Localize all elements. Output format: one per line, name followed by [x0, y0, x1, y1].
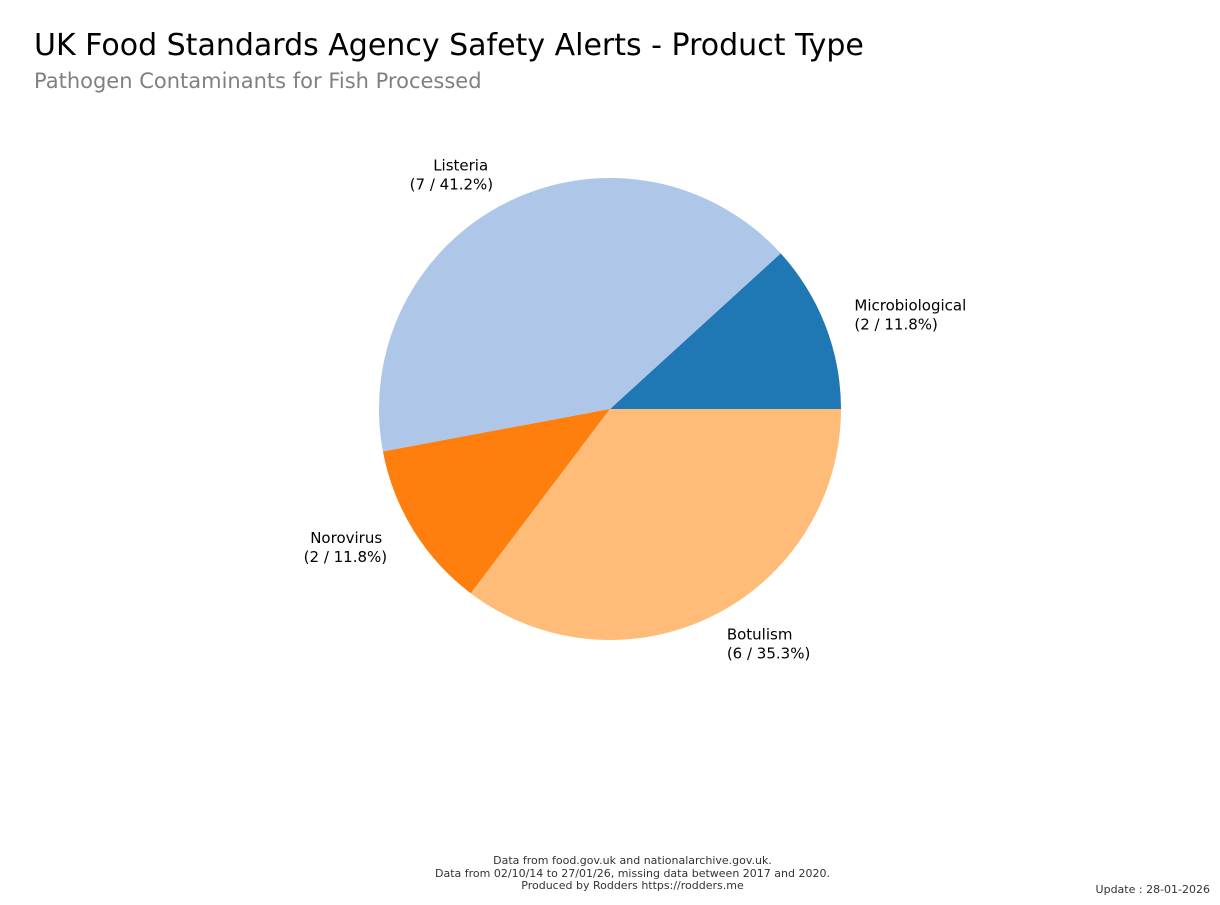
- footer-line-range: Data from 02/10/14 to 27/01/26, missing …: [435, 866, 830, 880]
- chart-subtitle: Pathogen Contaminants for Fish Processed: [34, 69, 482, 93]
- pie-slice-norovirus: [382, 409, 610, 594]
- pie-slice-microbiological: [610, 253, 841, 409]
- footer-notes: Data from food.gov.uk and nationalarchiv…: [0, 854, 1220, 893]
- slice-label-listeria: Listeria (7 / 41.2%): [410, 156, 494, 193]
- slice-label-botulism: Botulism (6 / 35.3%): [727, 626, 811, 663]
- update-date: Update : 28-01-2026: [1095, 883, 1210, 896]
- footer-line-credit: Produced by Rodders https://rodders.me: [521, 879, 744, 892]
- pie-slice-listeria: [379, 178, 781, 452]
- slice-label-microbiological: Microbiological (2 / 11.8%): [854, 296, 966, 333]
- footer-line-source: Data from food.gov.uk and nationalarchiv…: [493, 854, 772, 867]
- chart-title: UK Food Standards Agency Safety Alerts -…: [34, 28, 864, 63]
- pie-slice-botulism: [470, 409, 841, 640]
- slice-label-norovirus: Norovirus (2 / 11.8%): [304, 529, 388, 566]
